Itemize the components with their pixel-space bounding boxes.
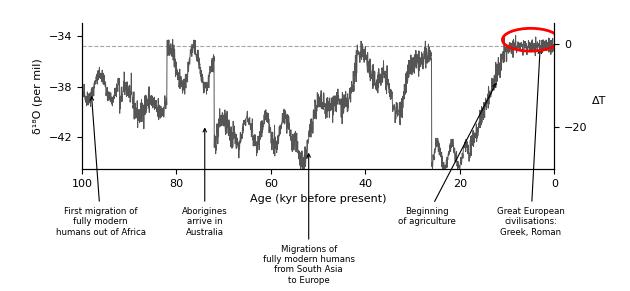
Y-axis label: δ¹⁸O (per mil): δ¹⁸O (per mil) xyxy=(33,58,43,134)
Text: Migrations of
fully modern humans
from South Asia
to Europe: Migrations of fully modern humans from S… xyxy=(263,154,355,285)
Text: Beginning
of agriculture: Beginning of agriculture xyxy=(398,84,496,226)
Y-axis label: ΔT: ΔT xyxy=(592,96,606,106)
Text: Aborigines
arrive in
Australia: Aborigines arrive in Australia xyxy=(182,129,227,237)
X-axis label: Age (kyr before present): Age (kyr before present) xyxy=(250,194,386,204)
Text: First migration of
fully modern
humans out of Africa: First migration of fully modern humans o… xyxy=(56,97,146,237)
Text: Great European
civilisations:
Greek, Roman: Great European civilisations: Greek, Rom… xyxy=(497,50,564,237)
